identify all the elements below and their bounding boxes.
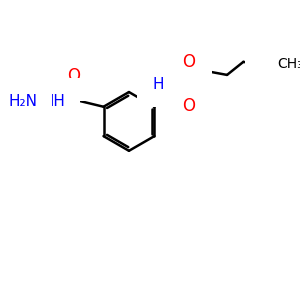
Text: CH₃: CH₃: [277, 57, 300, 71]
Text: O: O: [182, 53, 195, 71]
Text: HN: HN: [153, 77, 175, 92]
Text: S: S: [183, 75, 195, 93]
Text: NH: NH: [42, 94, 65, 109]
Text: O: O: [182, 97, 195, 115]
Text: O: O: [67, 67, 80, 85]
Text: H₂N: H₂N: [8, 94, 37, 109]
